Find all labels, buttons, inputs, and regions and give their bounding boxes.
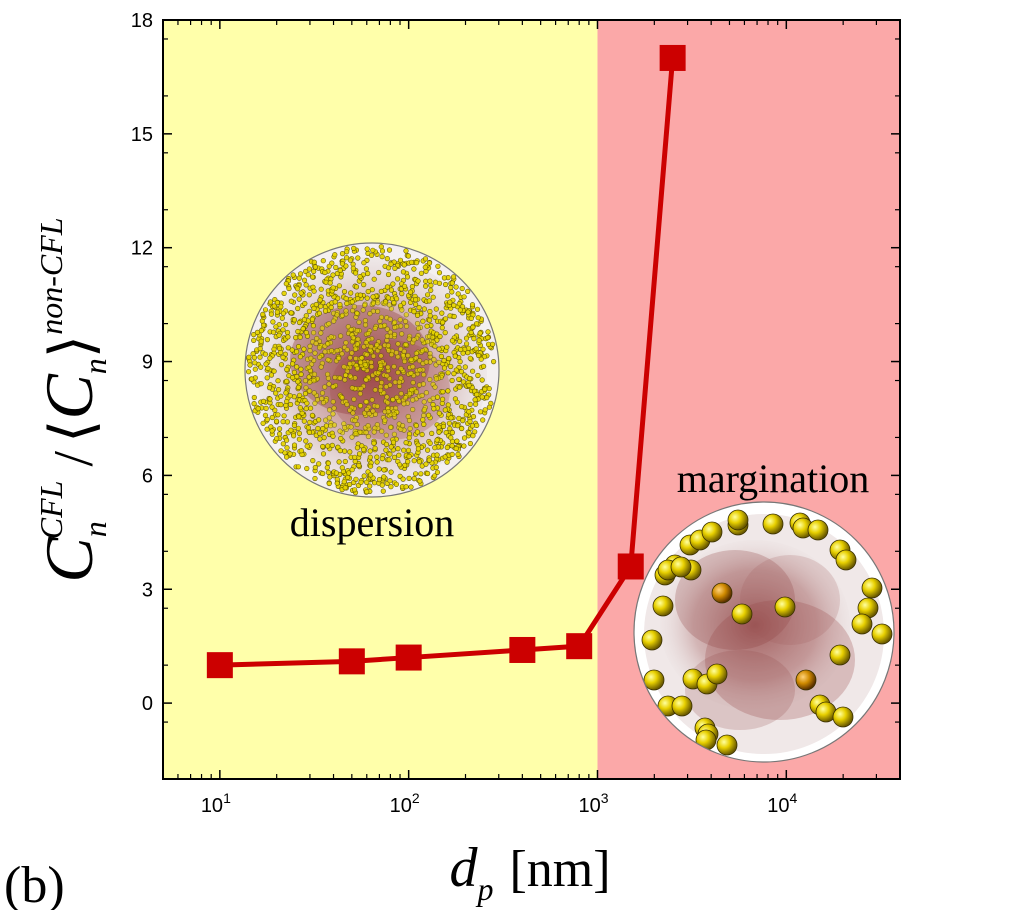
data-point (617, 553, 644, 580)
y-tick-label: 9 (142, 352, 153, 374)
y-tick-label: 15 (131, 124, 153, 146)
data-point (659, 44, 686, 71)
dispersion-inset-image (244, 242, 500, 498)
data-point (338, 648, 365, 675)
data-point (206, 652, 233, 679)
y-tick-label: 0 (142, 693, 153, 715)
data-point (509, 636, 536, 663)
x-tick-label: 102 (390, 790, 420, 817)
y-axis-label: CnCFL/⟨Cn⟩non-CFL (31, 217, 113, 582)
y-tick-label: 3 (142, 579, 153, 601)
x-tick-label: 103 (578, 790, 608, 817)
data-point (395, 644, 422, 671)
y-tick-label: 18 (131, 10, 153, 32)
y-tick-label: 12 (131, 238, 153, 260)
x-tick-label: 104 (767, 790, 797, 817)
x-axis-label: dp [nm] (449, 837, 610, 907)
annotation-margination: margination (677, 456, 870, 501)
svg-text:CnCFL/⟨Cn⟩non-CFL: CnCFL/⟨Cn⟩non-CFL (31, 217, 113, 582)
panel-label: (b) (4, 857, 65, 910)
margination-inset-image (633, 501, 895, 763)
annotation-dispersion: dispersion (290, 500, 454, 545)
plot-frame (162, 19, 901, 780)
x-tick-label: 101 (201, 790, 231, 817)
data-point (566, 633, 593, 660)
y-tick-label: 6 (142, 465, 153, 487)
